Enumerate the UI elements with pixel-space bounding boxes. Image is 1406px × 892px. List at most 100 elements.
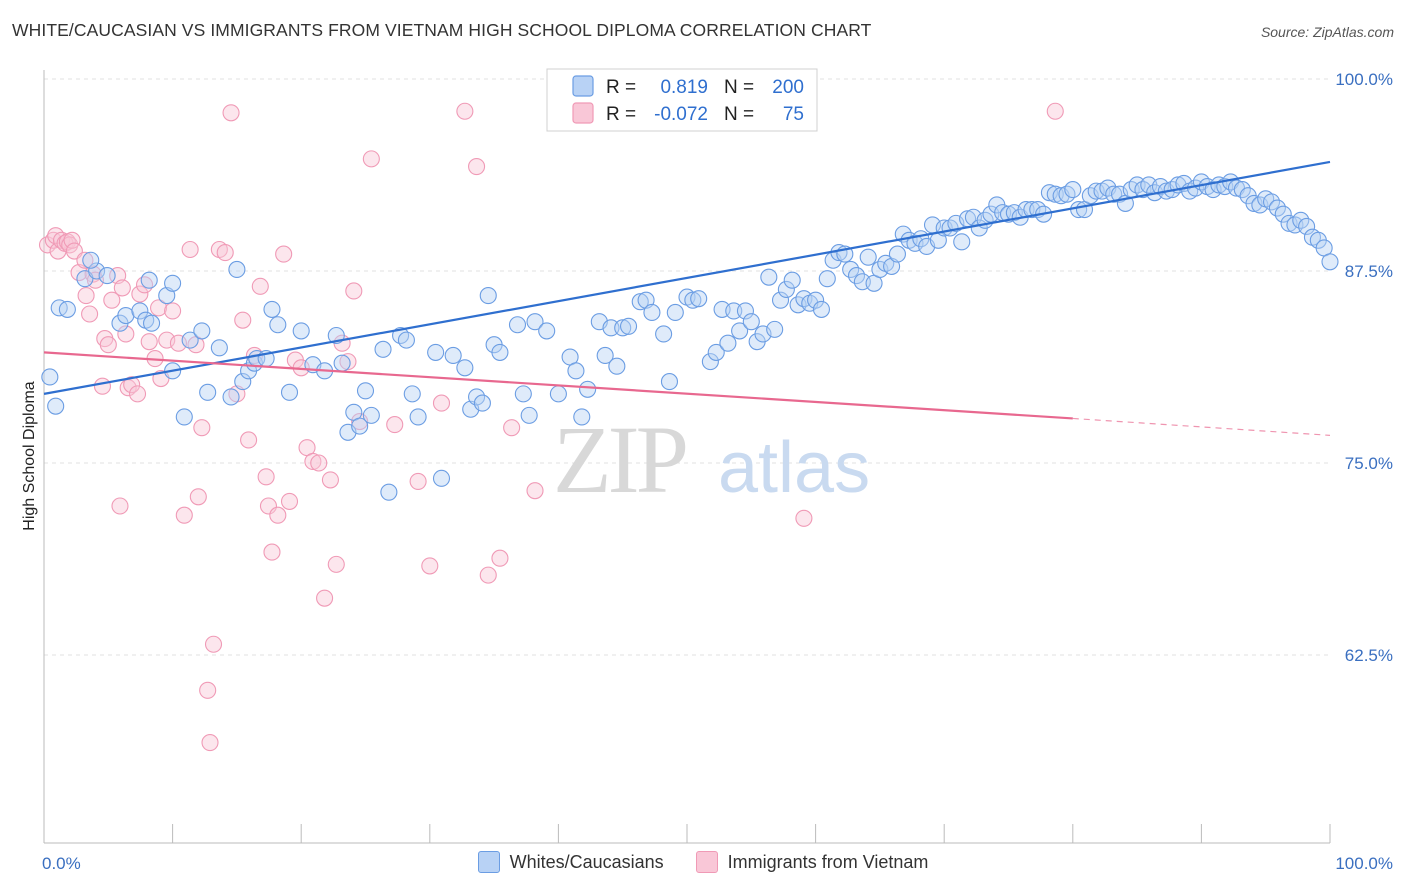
vietnam-point [111,497,129,515]
whites-point [1058,185,1076,203]
vietnam-point [479,566,497,584]
whites-point [374,340,392,358]
vietnam-point [456,102,474,120]
vietnam-point [275,245,293,263]
vietnam-point [491,549,509,567]
whites-point [614,319,632,337]
vietnam-point [269,506,287,524]
vietnam-point [795,509,813,527]
whites-point [263,300,281,318]
whites-point [783,271,801,289]
legend-swatch-whites [477,851,500,873]
vietnam-point [345,282,363,300]
whites-point [719,334,737,352]
whites-point [731,322,749,340]
legend-item-whites: Whites/Caucasians [477,851,664,873]
vietnam-point [150,299,168,317]
vietnam-point [339,353,357,371]
whites-point [508,316,527,334]
whites-point [701,353,719,371]
whites-point [193,322,211,340]
whites-point [491,343,509,361]
watermark-zip: ZIP [553,406,686,513]
legend-n-label-1: N = [724,77,754,98]
vietnam-point [280,492,299,510]
vietnam-point [93,377,112,395]
vietnam-point [310,454,328,472]
trend-line-vietnam [43,351,1073,420]
whites-point [602,319,620,337]
vietnam-point [432,394,451,412]
vietnam-point [117,325,135,343]
whites-point [684,291,702,309]
whites-point [812,300,830,318]
whites-point [210,339,228,357]
legend-top: R = 0.819 N = 200 R = -0.072 N = 75 [546,68,818,132]
whites-point [643,303,661,322]
trend-line-whites [43,160,1331,395]
whites-point [175,408,193,426]
vietnam-point [222,104,240,122]
whites-point [567,362,585,380]
whites-point [58,300,76,318]
vietnam-point [128,385,147,403]
whites-point [143,314,161,332]
legend-n-label-2: N = [724,104,754,125]
legend-bottom: Whites/Caucasians Immigrants from Vietna… [0,851,1406,873]
vietnam-point [251,277,269,295]
whites-point [292,322,310,340]
vietnam-point [189,488,207,506]
whites-point [766,320,784,338]
gridlines [44,78,1330,656]
vietnam-point [240,431,258,449]
whites-point [1064,181,1082,199]
whites-point [88,262,106,280]
series-vietnam-points [38,102,1064,752]
vietnam-point [204,635,223,653]
watermark-atlas: atlas [718,428,870,508]
vietnam-point [327,555,345,573]
whites-point [579,380,597,398]
whites-point [362,406,380,424]
y-tick-label-0: 100.0% [1335,70,1393,89]
whites-point [131,302,149,320]
watermark: ZIP atlas [553,406,870,513]
whites-point [707,343,725,361]
whites-point [479,287,497,305]
vietnam-point [362,150,380,168]
whites-point [409,408,427,426]
whites-point [351,417,369,435]
vietnam-point [103,291,121,309]
vietnam-point [135,276,154,294]
vietnam-point [113,279,131,297]
vietnam-point [164,302,182,320]
vietnam-point [175,506,193,524]
whites-point [1046,185,1064,203]
y-tick-label-2: 75.0% [1345,454,1393,473]
vietnam-point [304,452,322,471]
whites-point [269,316,287,334]
vietnam-point [257,468,275,486]
whites-point [725,302,743,320]
whites-point [777,280,795,298]
vietnam-point [76,251,94,269]
whites-point [760,268,778,286]
vietnam-point [99,336,117,354]
whites-point [859,248,877,266]
vietnam-point [503,419,521,437]
whites-point [1274,205,1292,223]
chart-title: WHITE/CAUCASIAN VS IMMIGRANTS FROM VIETN… [12,20,872,40]
whites-point [432,469,451,487]
whites-point [140,271,158,289]
legend-swatch-pink [572,102,594,124]
series-whites-points [41,173,1339,501]
vietnam-point [316,589,334,607]
vietnam-point [409,472,427,490]
legend-item-vietnam: Immigrants from Vietnam [695,851,928,873]
whites-point [222,388,240,406]
whites-point [596,346,614,365]
chart-source: Source: ZipAtlas.com [1260,24,1394,40]
vietnam-point [526,482,544,500]
whites-point [520,406,538,424]
